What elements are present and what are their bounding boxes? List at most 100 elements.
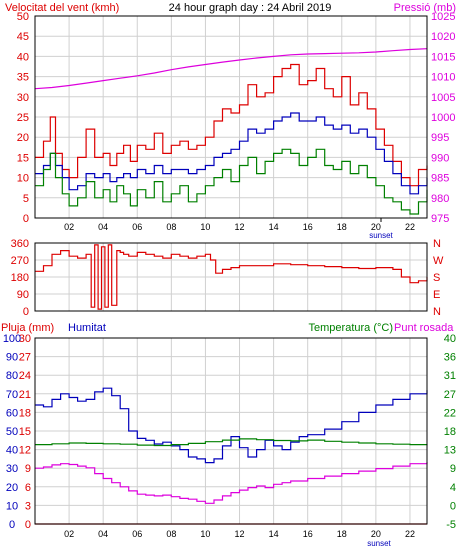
humidity-tick-40: 40 (6, 445, 18, 457)
pressure-axis-title: Pressió (mb) (394, 2, 456, 14)
humidity-tick-60: 60 (6, 407, 18, 419)
x-tick-label-10: 10 (200, 222, 210, 232)
humidity-series (35, 387, 428, 464)
pressure-tick-980: 980 (431, 193, 449, 205)
wind-speed-tick-25: 25 (17, 112, 29, 124)
x-tick-label-10: 10 (200, 529, 210, 539)
temperature-tick--5: -5 (446, 519, 456, 531)
pressure-tick-1005: 1005 (431, 92, 455, 104)
x-tick-label-02: 02 (64, 222, 74, 232)
temperature-tick-9: 9 (450, 463, 456, 475)
compass-label-e-3: E (433, 289, 440, 301)
humidity-tick-20: 20 (6, 482, 18, 494)
wind-pressure-plot-frame (34, 15, 428, 219)
humidity-axis-title: Humitat (68, 322, 106, 334)
rain-tick-6: 6 (25, 482, 31, 494)
dewpoint-axis-title: Punt rosada (394, 322, 454, 334)
compass-label-s-2: S (433, 272, 440, 284)
wind-speed-tick-35: 35 (17, 72, 29, 84)
x-tick-label-08: 08 (166, 222, 176, 232)
x-tick-label-14: 14 (269, 529, 279, 539)
x-tick-label-20: 20 (371, 222, 381, 232)
wind-direction-degree-ticks: 0 90 180 270 360 (11, 238, 29, 318)
x-tick-label-14: 14 (269, 222, 279, 232)
pressure-ticks: 975 980 985 990 995 1000 1005 1010 1015 1020 1025 (431, 11, 455, 225)
wind-direction-tick-360: 360 (11, 238, 29, 250)
wind-speed-tick-30: 30 (17, 92, 29, 104)
rain-tick-3: 3 (25, 500, 31, 512)
temperature-tick-22: 22 (444, 407, 456, 419)
dewpoint-series (35, 462, 428, 504)
temperature-axis-title: Temperatura (°C) (309, 322, 393, 334)
temperature-tick-31: 31 (444, 370, 456, 382)
pressure-tick-995: 995 (431, 132, 449, 144)
wind-speed-tick-50: 50 (17, 11, 29, 23)
pressure-tick-1025: 1025 (431, 11, 455, 23)
pressure-tick-975: 975 (431, 213, 449, 225)
rain-humidity-temp-x-ticks: 02 04 06 08 10 12 14 16 18 20 22 (64, 529, 415, 539)
sunset-label: sunset (369, 231, 393, 240)
x-tick-label-04: 04 (98, 529, 108, 539)
sunset-label-lower: sunset (367, 539, 391, 548)
x-tick-label-06: 06 (132, 529, 142, 539)
compass-label-w-1: W (433, 255, 444, 267)
humidity-tick-10: 10 (6, 500, 18, 512)
temperature-tick-13: 13 (444, 445, 456, 457)
humidity-tick-30: 30 (6, 463, 18, 475)
humidity-tick-50: 50 (6, 426, 18, 438)
rain-humidity-temp-panel: Pluja (mm) Humitat Temperatura (°C) Punt… (1, 322, 456, 548)
wind-average-series (35, 112, 428, 195)
rain-humidity-temp-plot-frame (34, 337, 428, 525)
rain-tick-21: 21 (19, 389, 31, 401)
wind-gust-series (35, 63, 428, 187)
temperature-series (35, 438, 428, 447)
x-tick-label-12: 12 (235, 529, 245, 539)
temperature-tick-36: 36 (444, 352, 456, 364)
wind-speed-tick-15: 15 (17, 152, 29, 164)
rain-humidity-temp-series (35, 387, 428, 525)
wind-direction-plot-frame (34, 242, 428, 312)
x-tick-label-02: 02 (64, 529, 74, 539)
humidity-tick-80: 80 (6, 370, 18, 382)
temperature-tick-27: 27 (444, 389, 456, 401)
temperature-tick-0: 0 (450, 500, 456, 512)
rain-tick-0: 0 (25, 519, 31, 531)
x-tick-label-18: 18 (337, 222, 347, 232)
rain-tick-12: 12 (19, 445, 31, 457)
humidity-ticks: 0 10 20 30 40 50 60 70 80 90 100 (3, 333, 21, 531)
humidity-tick-0: 0 (9, 519, 15, 531)
pressure-tick-990: 990 (431, 152, 449, 164)
compass-label-n-0: N (433, 238, 441, 250)
rain-tick-27: 27 (19, 352, 31, 364)
wind-speed-series (35, 148, 428, 215)
humidity-tick-70: 70 (6, 389, 18, 401)
temperature-tick-40: 40 (444, 333, 456, 345)
wind-speed-axis-title: Velocitat del vent (kmh) (5, 2, 119, 14)
rain-tick-9: 9 (25, 463, 31, 475)
temperature-tick-4: 4 (450, 482, 456, 494)
wind-direction-tick-90: 90 (17, 289, 29, 301)
x-tick-label-18: 18 (337, 529, 347, 539)
wind-direction-tick-270: 270 (11, 255, 29, 267)
wind-direction-series (35, 244, 428, 310)
wind-pressure-series (34, 48, 428, 215)
pressure-series (34, 48, 428, 90)
pressure-tick-1020: 1020 (431, 31, 455, 43)
rain-tick-24: 24 (19, 370, 31, 382)
wind-pressure-panel: Velocitat del vent (kmh) 24 hour graph d… (5, 2, 456, 240)
wind-speed-tick-45: 45 (17, 31, 29, 43)
wind-direction-grid (35, 243, 427, 311)
pressure-tick-1015: 1015 (431, 51, 455, 63)
chart-title: 24 hour graph day : 24 Abril 2019 (169, 2, 332, 14)
compass-label-n-4: N (433, 306, 441, 318)
rain-axis-title: Pluja (mm) (1, 322, 54, 334)
wind-speed-tick-10: 10 (17, 173, 29, 185)
wind-direction-tick-0: 0 (23, 306, 29, 318)
rain-tick-30: 30 (19, 333, 31, 345)
x-tick-label-04: 04 (98, 222, 108, 232)
pressure-tick-1000: 1000 (431, 112, 455, 124)
humidity-tick-90: 90 (6, 352, 18, 364)
